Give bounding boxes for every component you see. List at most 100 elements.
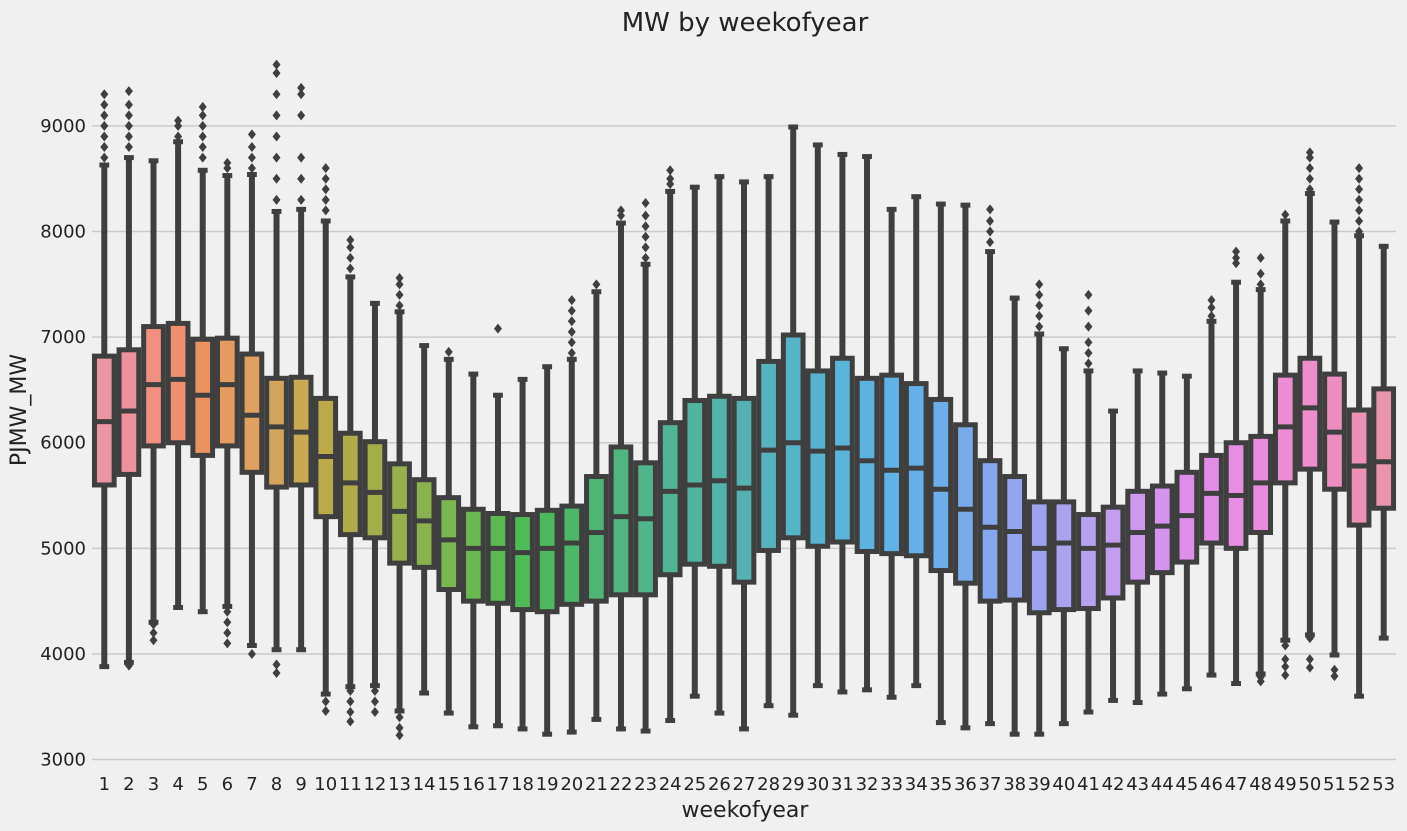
outlier-point [395,279,404,290]
outlier-point [1305,654,1314,665]
box-week-2 [116,86,142,671]
x-tick-label: 14 [413,774,436,795]
outlier-point [1207,311,1216,322]
outlier-point [1355,226,1364,237]
outlier-point [395,730,404,741]
box-week-4 [165,115,191,610]
box-body [633,460,658,598]
outlier-point [346,707,355,718]
outlier-point [100,142,109,153]
outlier-point [100,110,109,121]
outlier-point [1355,173,1364,184]
outlier-point [124,142,133,153]
x-tick-label: 36 [954,774,977,795]
x-tick-label: 24 [659,774,682,795]
outlier-point [395,712,404,723]
x-tick-label: 23 [634,774,657,795]
box-week-24 [657,165,683,723]
box-week-19 [534,364,560,737]
x-tick-label: 44 [1151,774,1174,795]
outlier-point [1256,252,1265,263]
outlier-point [1084,337,1093,348]
outlier-point [641,210,650,221]
box-week-38 [1002,295,1027,737]
box-body [657,420,683,578]
y-axis-label: PJMW_MW [7,354,32,466]
box-body [1076,512,1101,612]
y-tick-label: 9000 [40,116,86,137]
outlier-point [567,295,576,306]
x-tick-label: 33 [880,774,903,795]
outlier-point [247,163,256,174]
outlier-point [370,696,379,707]
outlier-point [174,115,183,126]
box-body [1002,474,1027,603]
outlier-point [666,165,675,176]
x-tick-label: 51 [1323,774,1346,795]
outlier-point [321,194,330,205]
outlier-point [641,252,650,263]
box-week-32 [854,154,880,693]
box-body [1199,452,1224,546]
x-tick-label: 3 [148,774,159,795]
box-body [682,397,708,567]
box-body [854,375,880,555]
outlier-point [1305,633,1314,644]
box-body [362,439,388,541]
outlier-point [346,252,355,263]
x-tick-label: 6 [222,774,233,795]
outlier-point [149,635,158,646]
box-week-33 [879,206,904,700]
chart-title: MW by weekofyear [622,8,869,38]
outlier-point [321,696,330,707]
outlier-point [346,234,355,245]
outlier-point [1256,279,1265,290]
x-tick-label: 30 [806,774,829,795]
box-week-27 [731,179,757,732]
box-body [436,495,462,593]
outlier-point [124,660,133,671]
outlier-point [1281,670,1290,681]
box-week-26 [707,174,732,716]
outlier-point [272,194,281,205]
outlier-point [223,157,232,168]
x-tick-label: 1 [99,774,110,795]
outlier-point [247,142,256,153]
x-tick-label: 19 [536,774,559,795]
outlier-point [124,86,133,97]
outlier-point [1355,194,1364,205]
outlier-point [198,120,207,131]
box-body [608,444,634,598]
box-week-36 [953,202,978,731]
outlier-point [395,289,404,300]
x-tick-label: 40 [1052,774,1075,795]
x-axis-label: weekofyear [682,798,810,823]
x-tick-label: 39 [1028,774,1051,795]
outlier-point [1281,640,1290,651]
outlier-point [223,638,232,649]
outlier-point [567,337,576,348]
outlier-point [198,142,207,153]
x-tick-label: 25 [683,774,706,795]
x-tick-label: 43 [1126,774,1149,795]
outlier-point [1305,184,1314,195]
box-week-51 [1322,219,1347,682]
box-week-1 [91,89,117,670]
x-tick-label: 12 [363,774,386,795]
outlier-point [272,89,281,100]
outlier-point [272,110,281,121]
x-tick-label: 48 [1249,774,1272,795]
box-body [559,503,585,607]
outlier-point [1281,209,1290,220]
box-body [534,507,560,615]
box-body [780,332,806,541]
outlier-point [641,231,650,242]
outlier-point [1305,147,1314,158]
box-body [461,506,486,604]
box-week-25 [682,184,708,699]
outlier-point [1355,163,1364,174]
outlier-point [247,129,256,140]
x-tick-label: 34 [905,774,928,795]
x-tick-label: 29 [782,774,805,795]
